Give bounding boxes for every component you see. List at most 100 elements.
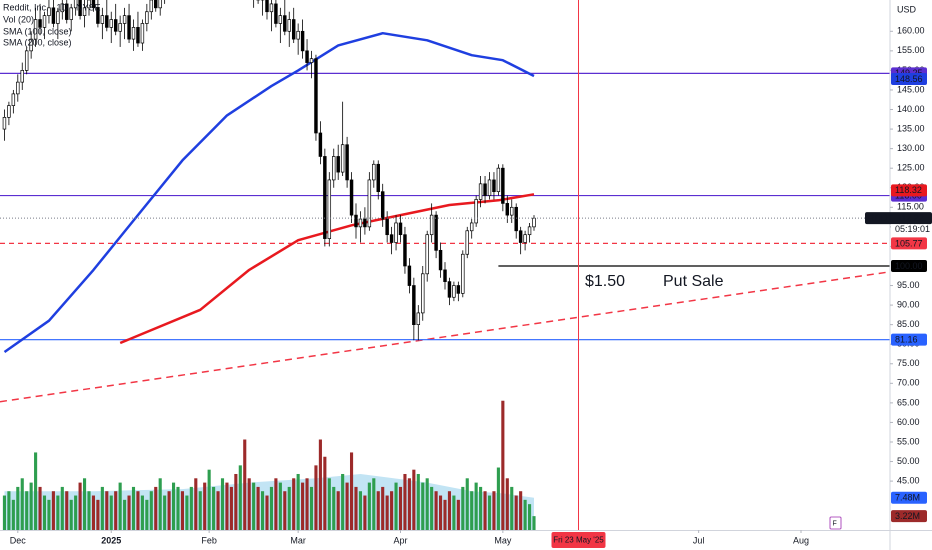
candle-body bbox=[47, 7, 51, 16]
volume-bar bbox=[372, 478, 376, 530]
volume-bar bbox=[225, 482, 229, 530]
candle-body bbox=[309, 58, 314, 63]
volume-bar bbox=[434, 491, 438, 530]
candle-body bbox=[78, 0, 82, 16]
candle-body bbox=[363, 218, 367, 228]
candle-body bbox=[510, 206, 514, 216]
volume-bar bbox=[527, 504, 532, 530]
volume-bar bbox=[91, 495, 96, 530]
candle-body bbox=[42, 15, 47, 28]
level-label: 100.00 bbox=[895, 261, 923, 271]
candle-body bbox=[2, 116, 7, 130]
volume-bar bbox=[171, 482, 176, 530]
volume-bar bbox=[269, 486, 274, 530]
y-tick-label: 55.00 bbox=[897, 436, 920, 446]
candle-body bbox=[354, 214, 358, 228]
candle-body bbox=[345, 144, 349, 181]
candle-body bbox=[429, 214, 434, 236]
volume-bar bbox=[38, 486, 42, 530]
candle-body bbox=[332, 156, 336, 181]
candle-body bbox=[389, 234, 394, 243]
y-tick-label: 95.00 bbox=[897, 280, 920, 290]
volume-bar bbox=[425, 478, 429, 530]
plot-area bbox=[0, 0, 890, 530]
volume-bar bbox=[260, 491, 265, 530]
y-tick-label: 140.00 bbox=[897, 104, 925, 114]
candle-body bbox=[501, 167, 505, 204]
volume-bar bbox=[349, 452, 354, 530]
countdown: 05:19:01 bbox=[895, 224, 930, 234]
candle-body bbox=[122, 15, 127, 24]
volume-bar bbox=[16, 486, 20, 530]
volume-bar bbox=[461, 486, 465, 530]
volume-bar bbox=[163, 495, 167, 530]
y-tick-label: 160.00 bbox=[897, 26, 925, 36]
volume-bar bbox=[492, 491, 496, 530]
volume-bar bbox=[292, 478, 296, 530]
volume-bar bbox=[167, 491, 171, 530]
y-tick-label: 115.00 bbox=[897, 202, 924, 212]
trend-line bbox=[0, 271, 890, 403]
y-tick-label: 45.00 bbox=[897, 475, 920, 485]
candle-body bbox=[492, 179, 496, 193]
event-icon[interactable] bbox=[829, 516, 842, 530]
volume-bar bbox=[185, 495, 189, 530]
volume-bar bbox=[220, 478, 225, 530]
volume-bar bbox=[483, 491, 487, 530]
volume-bar bbox=[381, 486, 385, 530]
crosshair-label: Fri 23 May '25 bbox=[553, 536, 604, 545]
candle-body bbox=[358, 218, 363, 228]
candle-body bbox=[412, 285, 416, 325]
candle-body bbox=[118, 23, 122, 32]
volume-bar bbox=[327, 478, 331, 530]
candle-body bbox=[527, 226, 532, 236]
volume-bar bbox=[452, 495, 456, 530]
volume-bar bbox=[203, 482, 207, 530]
volume-bar bbox=[105, 491, 109, 530]
volume-bar bbox=[394, 482, 398, 530]
volume-bar bbox=[309, 486, 314, 530]
volume-bar bbox=[438, 495, 443, 530]
volume-bar bbox=[51, 491, 55, 530]
candle-body bbox=[340, 144, 345, 173]
volume-bar bbox=[74, 495, 78, 530]
y-tick-label: 70.00 bbox=[897, 378, 920, 388]
candle-body bbox=[265, 0, 269, 13]
volume-bar bbox=[407, 478, 411, 530]
level-label-bg bbox=[891, 333, 927, 346]
volume-bar bbox=[314, 465, 318, 530]
level-label-bg bbox=[891, 259, 927, 272]
volume-bar bbox=[443, 499, 447, 530]
volume-bar bbox=[412, 469, 416, 530]
candle-body bbox=[109, 19, 113, 28]
candle-body bbox=[11, 93, 16, 106]
volume-bar bbox=[376, 491, 380, 530]
candle-body bbox=[349, 179, 354, 216]
annotation: $1.50 bbox=[585, 273, 625, 290]
volume-bar bbox=[100, 486, 104, 530]
candle-body bbox=[518, 230, 523, 243]
y-tick-label: 75.00 bbox=[897, 358, 920, 368]
candle-body bbox=[158, 0, 162, 9]
volume-bar bbox=[514, 495, 518, 530]
candle-body bbox=[38, 19, 42, 28]
y-tick-label: 135.00 bbox=[897, 123, 925, 133]
volume-bar bbox=[87, 491, 91, 530]
volume-bar bbox=[252, 482, 256, 530]
legend-line: SMA (100, close) bbox=[3, 26, 72, 36]
volume-bar bbox=[131, 486, 136, 530]
candle-body bbox=[394, 222, 398, 243]
candle-body bbox=[65, 3, 69, 20]
candle-body bbox=[532, 217, 536, 228]
volume-bar bbox=[34, 452, 38, 530]
candle-body bbox=[287, 19, 291, 32]
volume-bar bbox=[60, 486, 64, 530]
candle-body bbox=[20, 70, 24, 83]
candle-body bbox=[269, 3, 274, 13]
volume-bar bbox=[532, 516, 536, 530]
volume-bar bbox=[123, 499, 127, 530]
currency: USD bbox=[897, 4, 917, 14]
y-tick-label: 60.00 bbox=[897, 417, 920, 427]
volume-bar bbox=[403, 473, 407, 530]
